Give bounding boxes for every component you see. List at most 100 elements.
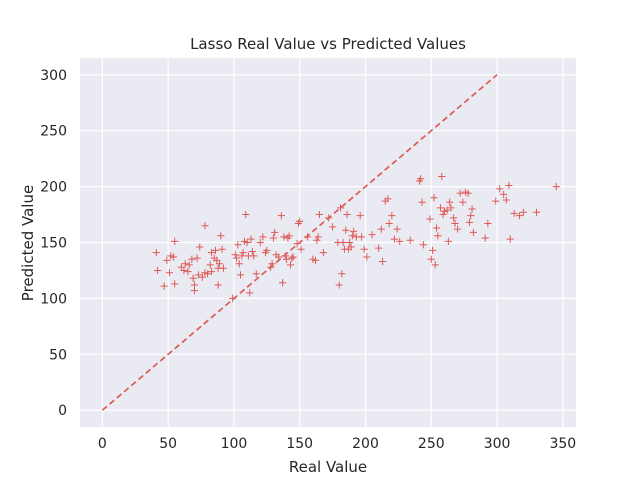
- data-point: [552, 182, 560, 191]
- y-tick-label: 0: [58, 403, 67, 419]
- data-point: [218, 245, 226, 253]
- data-point: [377, 225, 385, 233]
- data-point: [160, 282, 168, 290]
- data-point: [350, 227, 358, 235]
- data-point: [500, 190, 508, 199]
- data-point: [431, 261, 439, 269]
- data-point: [180, 266, 188, 275]
- data-point: [436, 204, 445, 212]
- data-point: [443, 206, 451, 214]
- data-point: [385, 219, 393, 228]
- data-point: [248, 247, 256, 256]
- data-point: [289, 253, 297, 261]
- y-axis-label: Predicted Value: [19, 185, 37, 301]
- data-point: [447, 204, 455, 212]
- data-point: [469, 228, 477, 237]
- data-point: [360, 245, 368, 253]
- data-point: [198, 273, 206, 281]
- data-point: [481, 234, 489, 242]
- data-point: [325, 214, 333, 222]
- data-point: [506, 235, 514, 243]
- x-tick-label: 350: [549, 436, 576, 452]
- x-tick-label: 250: [418, 436, 445, 452]
- data-point: [288, 254, 296, 262]
- y-tick-label: 50: [49, 347, 67, 363]
- data-point: [375, 244, 383, 252]
- data-point: [393, 225, 401, 233]
- data-point: [450, 214, 458, 222]
- data-point: [419, 241, 427, 249]
- data-point: [207, 267, 216, 276]
- x-tick-label: 300: [484, 436, 511, 452]
- y-tick-label: 100: [40, 291, 67, 307]
- data-point: [315, 210, 324, 219]
- data-point: [285, 232, 293, 240]
- data-point: [356, 212, 364, 220]
- data-point: [207, 248, 216, 257]
- data-point: [378, 257, 387, 266]
- x-tick-label: 0: [98, 436, 107, 452]
- data-point: [428, 246, 437, 254]
- x-tick-label: 150: [286, 436, 313, 452]
- data-point: [286, 261, 295, 269]
- data-point: [268, 260, 276, 268]
- data-point: [388, 212, 396, 220]
- data-point: [193, 254, 201, 262]
- x-tick-label: 100: [221, 436, 248, 452]
- data-point: [465, 218, 474, 226]
- x-tick-label: 200: [352, 436, 379, 452]
- data-point: [277, 212, 285, 220]
- data-point: [165, 269, 174, 277]
- data-point: [188, 255, 196, 263]
- data-point: [271, 228, 279, 237]
- data-point: [464, 189, 472, 197]
- data-point: [319, 248, 327, 257]
- x-tick-label: 50: [159, 436, 177, 452]
- data-point: [246, 289, 254, 297]
- data-point: [219, 264, 228, 272]
- data-point: [418, 198, 426, 206]
- data-point: [384, 195, 392, 203]
- data-point: [206, 261, 214, 269]
- data-point: [201, 222, 209, 230]
- data-point: [214, 281, 222, 289]
- y-tick-labels: 0 50 100 150 200 250 300: [40, 68, 67, 419]
- data-point: [169, 253, 178, 261]
- x-axis-label: Real Value: [289, 458, 367, 476]
- data-point: [236, 271, 245, 279]
- reference-line: [101, 74, 498, 411]
- data-point: [434, 232, 442, 240]
- data-point: [232, 254, 241, 262]
- data-point: [196, 243, 204, 251]
- data-point: [296, 217, 304, 225]
- data-point: [515, 212, 524, 220]
- y-tick-label: 150: [40, 236, 67, 252]
- data-point: [406, 236, 414, 244]
- data-point: [235, 260, 243, 268]
- data-point: [446, 198, 454, 206]
- data-point: [430, 194, 438, 202]
- data-point: [459, 198, 467, 206]
- data-point: [250, 252, 258, 260]
- data-point: [163, 256, 171, 264]
- data-point: [439, 210, 447, 219]
- x-tick-labels: 0 50 100 150 200 250 300 350: [98, 436, 576, 452]
- data-point: [346, 238, 354, 247]
- data-point: [336, 204, 345, 212]
- data-point: [238, 252, 246, 260]
- data-point: [313, 236, 321, 244]
- data-point: [519, 208, 527, 216]
- data-point: [348, 232, 356, 240]
- data-point: [484, 219, 492, 228]
- data-point: [184, 267, 192, 276]
- data-point: [532, 208, 541, 216]
- data-point: [444, 237, 452, 245]
- data-point: [211, 246, 220, 254]
- data-point: [343, 210, 351, 219]
- data-point: [467, 212, 475, 220]
- data-point: [304, 233, 312, 241]
- data-point: [502, 196, 510, 204]
- data-point: [259, 233, 267, 241]
- data-point: [456, 189, 464, 197]
- data-point: [231, 251, 239, 259]
